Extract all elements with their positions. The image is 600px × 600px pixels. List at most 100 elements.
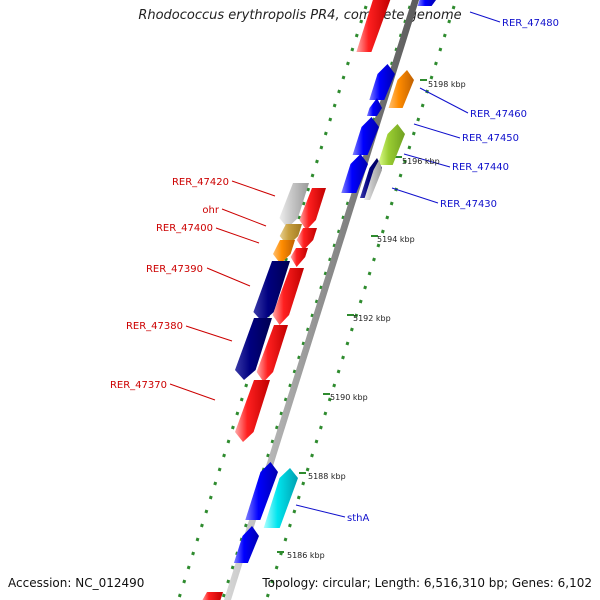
gene-feature — [233, 526, 259, 563]
ruler-dash — [319, 425, 323, 430]
ruler-dash — [345, 341, 350, 346]
ruler-dash — [354, 33, 359, 38]
ruler-dash — [283, 537, 288, 542]
label-rer-47370: RER_47370 — [110, 380, 167, 391]
ruler-dash — [314, 299, 319, 304]
ruler-dash — [407, 5, 412, 10]
ruler-dash — [315, 159, 319, 164]
gene-feature — [263, 468, 298, 528]
label-ohr: ohr — [202, 205, 219, 216]
tick-label-5186: 5186 kbp — [287, 551, 325, 560]
ruler-dash — [292, 509, 297, 514]
ruler-dash — [221, 593, 226, 598]
ruler-dash — [288, 383, 293, 388]
ruler-dash — [288, 523, 292, 528]
ruler-dash — [310, 173, 315, 178]
gene-feature — [366, 98, 382, 116]
ruler-dash — [323, 411, 328, 416]
gene-feature — [202, 592, 223, 600]
label-rer-47390: RER_47390 — [146, 264, 203, 275]
gene-feature — [377, 124, 405, 165]
ruler-dash — [274, 565, 279, 570]
ruler-dash — [438, 47, 443, 52]
gene-feature — [279, 183, 309, 228]
gene-feature — [341, 154, 368, 193]
genome-backbone — [224, 0, 419, 600]
ruler-dash — [341, 215, 346, 220]
label-rer-47480: RER_47480 — [502, 18, 559, 29]
ruler-dash — [279, 411, 284, 416]
ruler-dash — [305, 327, 310, 332]
ruler-dash — [323, 271, 328, 276]
ruler-dash — [416, 117, 421, 122]
tick-label-5190: 5190 kbp — [330, 393, 368, 402]
tick-label-5192: 5192 kbp — [353, 314, 391, 323]
ruler-dash — [346, 61, 350, 66]
ruler-dash — [292, 369, 297, 374]
label-rer-47400: RER_47400 — [156, 223, 213, 234]
ruler-dash — [239, 397, 244, 402]
ruler-dash — [297, 355, 301, 360]
ruler-dash — [341, 355, 345, 360]
gene-feature — [299, 188, 326, 230]
ruler-dash — [328, 257, 332, 262]
ruler-dash — [336, 229, 341, 234]
topology-text: Topology: circular; Length: 6,516,310 bp… — [262, 576, 592, 590]
ruler-dash — [359, 19, 364, 24]
gene-feature — [256, 325, 288, 382]
ruler-dash — [380, 229, 385, 234]
ruler-dash — [204, 509, 209, 514]
ruler-dash — [208, 495, 213, 500]
ruler-dash — [332, 103, 337, 108]
ruler-dash — [222, 453, 226, 458]
ruler-dash — [296, 495, 301, 500]
label-rer-47420: RER_47420 — [172, 177, 229, 188]
ruler-dash — [358, 299, 363, 304]
ruler-dash — [328, 117, 333, 122]
ruler-dash — [442, 33, 447, 38]
ruler-dash — [231, 425, 235, 430]
label-rer-47430: RER_47430 — [440, 199, 497, 210]
ruler-dash — [337, 89, 341, 94]
ruler-dash — [244, 523, 248, 528]
ruler-dash — [230, 565, 235, 570]
ruler-dash — [390, 61, 394, 66]
forward-labels: RER_47480 RER_47460 RER_47450 RER_47440 … — [347, 18, 559, 524]
gene-feature — [272, 268, 304, 325]
ruler-dash — [310, 453, 314, 458]
ruler-dash — [319, 145, 324, 150]
ruler-dash — [394, 47, 399, 52]
ruler-dots — [177, 5, 456, 598]
label-stha: sthA — [347, 513, 369, 524]
ruler-dash — [235, 411, 240, 416]
ruler-dash — [363, 285, 368, 290]
ruler-dash — [191, 551, 195, 556]
ruler-dash — [403, 159, 407, 164]
ruler-dash — [398, 33, 403, 38]
ruler-dash — [301, 481, 306, 486]
ruler-dash — [301, 201, 306, 206]
ruler-dash — [182, 579, 187, 584]
ruler-dash — [314, 439, 319, 444]
accession-text: Accession: NC_012490 — [8, 576, 145, 590]
ruler-dash — [451, 5, 456, 10]
forward-leaders — [295, 11, 501, 518]
ruler-dash — [367, 271, 372, 276]
ruler-dash — [284, 257, 288, 262]
gene-feature — [235, 380, 270, 442]
ruler-dash — [345, 201, 350, 206]
ruler-dash — [270, 439, 275, 444]
ruler-dash — [407, 145, 412, 150]
reverse-leaders — [169, 180, 276, 401]
ruler-dash — [403, 19, 408, 24]
ruler-dash — [398, 173, 403, 178]
tick-label-5198: 5198 kbp — [428, 80, 466, 89]
ruler-dash — [186, 565, 191, 570]
ruler-dash — [429, 75, 434, 80]
ruler-dash — [327, 397, 332, 402]
gene-feature — [356, 0, 391, 52]
ruler-dash — [323, 131, 328, 136]
gene-feature — [417, 0, 436, 6]
